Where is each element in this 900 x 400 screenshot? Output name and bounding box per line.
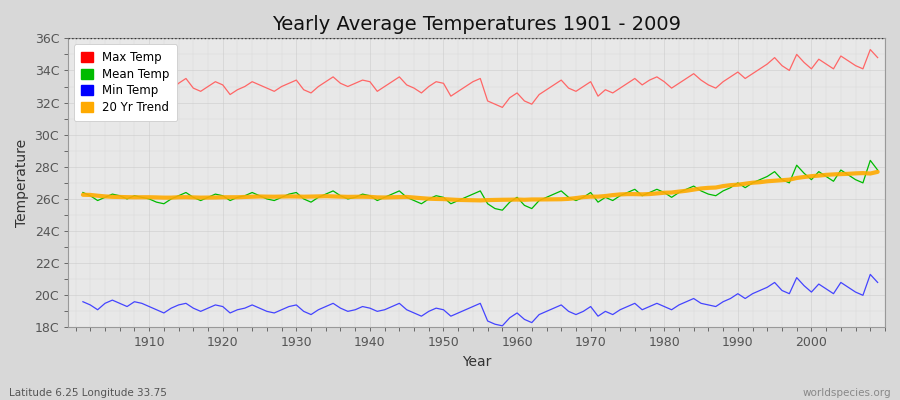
- Legend: Max Temp, Mean Temp, Min Temp, 20 Yr Trend: Max Temp, Mean Temp, Min Temp, 20 Yr Tre…: [74, 44, 177, 121]
- X-axis label: Year: Year: [462, 355, 491, 369]
- Title: Yearly Average Temperatures 1901 - 2009: Yearly Average Temperatures 1901 - 2009: [272, 15, 681, 34]
- Text: Latitude 6.25 Longitude 33.75: Latitude 6.25 Longitude 33.75: [9, 388, 166, 398]
- Text: worldspecies.org: worldspecies.org: [803, 388, 891, 398]
- Y-axis label: Temperature: Temperature: [15, 139, 29, 227]
